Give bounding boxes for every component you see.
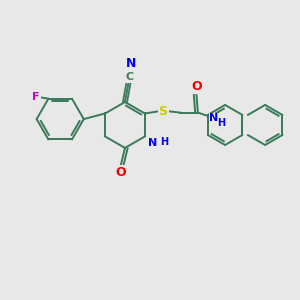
Text: F: F	[32, 92, 40, 102]
Text: C: C	[126, 72, 134, 82]
Text: H: H	[160, 137, 168, 147]
Text: N: N	[209, 113, 219, 124]
Text: N: N	[126, 57, 136, 70]
Text: N: N	[148, 138, 158, 148]
Text: S: S	[159, 105, 168, 118]
Text: O: O	[191, 80, 202, 94]
Text: O: O	[115, 166, 126, 179]
Text: H: H	[217, 118, 225, 128]
